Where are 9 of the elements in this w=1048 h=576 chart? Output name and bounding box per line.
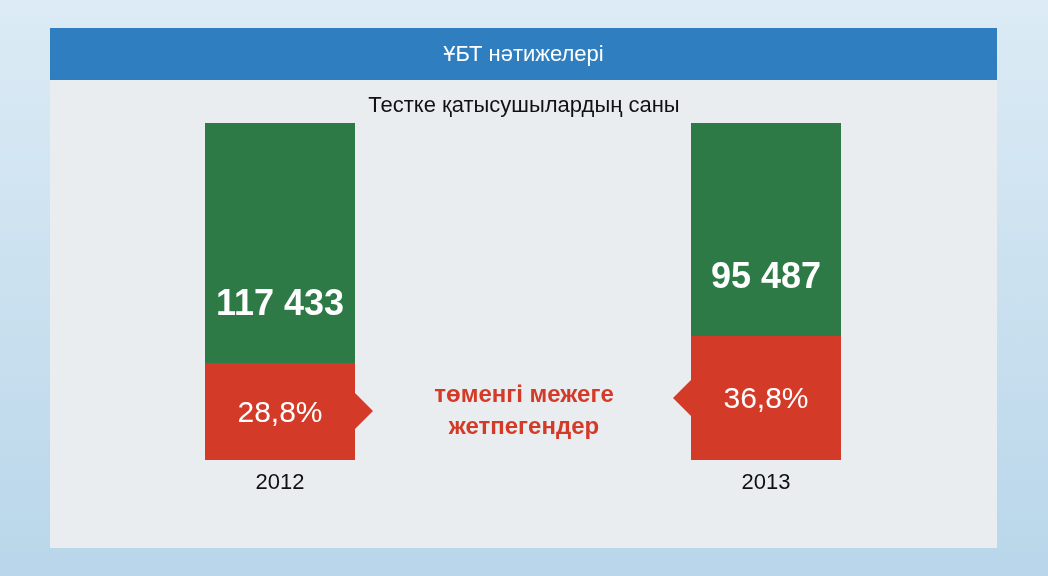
chart-title: ҰБТ нәтижелері	[50, 28, 997, 80]
chart-subtitle: Тестке қатысушылардың саны	[368, 91, 680, 117]
data-label: 36,8%	[723, 381, 809, 415]
annotation: 117 433	[215, 282, 345, 324]
annotation: төменгі межеге жетпегендер	[433, 379, 615, 441]
annotation: 95 487	[710, 255, 822, 297]
x-tick-label: 2012	[255, 468, 305, 494]
data-label: 28,8%	[237, 394, 323, 428]
x-tick-label: 2013	[741, 468, 791, 494]
